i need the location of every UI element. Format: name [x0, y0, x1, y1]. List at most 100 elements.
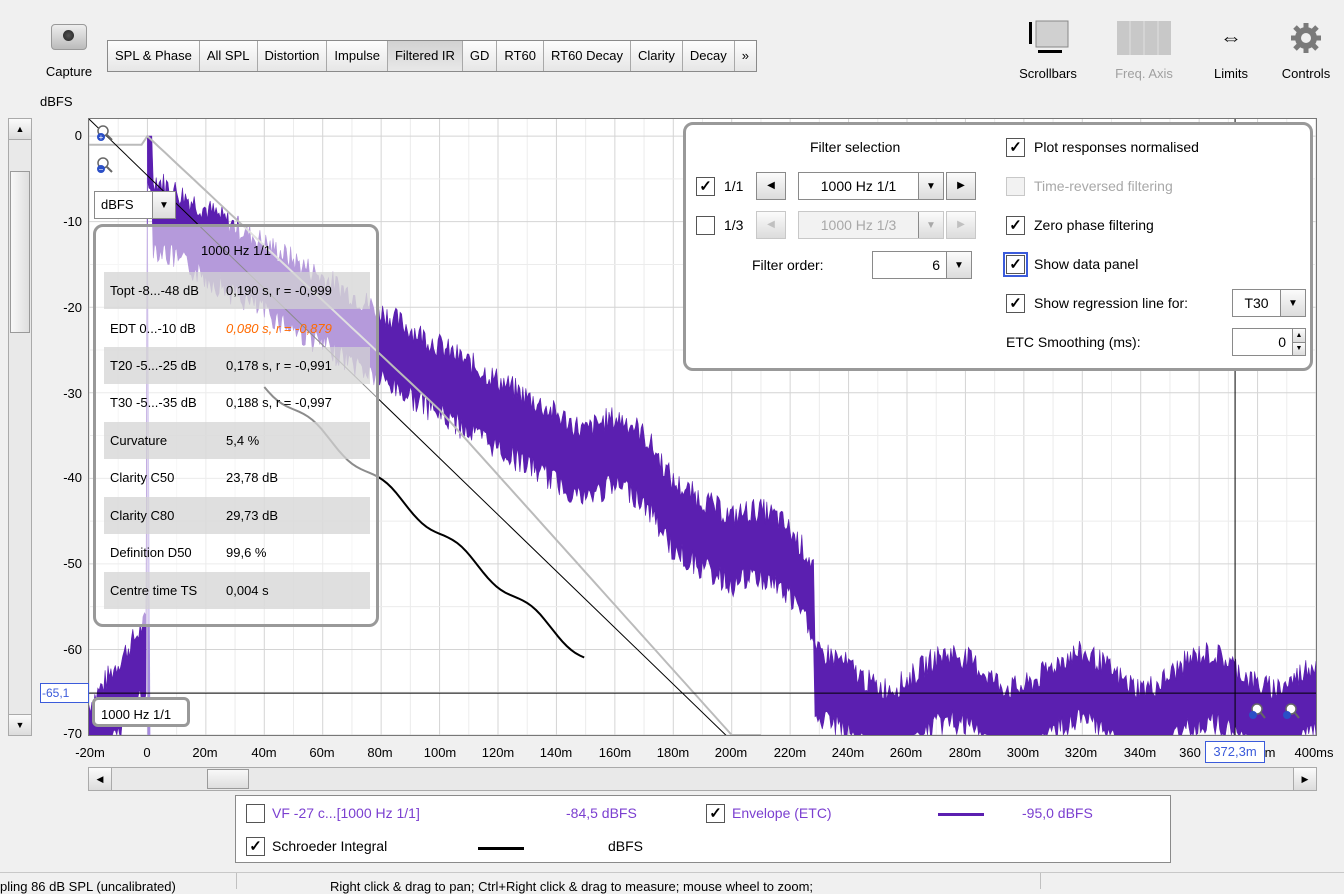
tab-distortion[interactable]: Distortion	[257, 41, 328, 71]
status-divider	[236, 873, 237, 889]
legend-vf-checkbox[interactable]	[246, 804, 265, 823]
data-row-name: Topt -8...-48 dB	[110, 283, 199, 298]
data-row-value: 23,78 dB	[226, 470, 279, 485]
cursor-x-readout: 372,3m	[1205, 741, 1265, 763]
tab-decay[interactable]: Decay	[682, 41, 735, 71]
y-tick: -40	[63, 470, 82, 485]
filter-order-label: Filter order:	[752, 257, 824, 273]
plot-normalised-checkbox[interactable]: ✓	[1006, 138, 1025, 157]
data-panel-title: 1000 Hz 1/1	[200, 243, 272, 258]
y-tick: -50	[63, 556, 82, 571]
legend-vf-label: VF -27 c...[1000 Hz 1/1]	[272, 805, 420, 821]
x-tick: 180m	[656, 745, 690, 760]
third-octave-checkbox[interactable]	[696, 216, 715, 235]
horizontal-scrollbar[interactable]: ◀ ▶	[88, 767, 1317, 791]
show-data-panel-checkbox[interactable]: ✓	[1003, 252, 1028, 277]
zoom-in-icon[interactable]	[1282, 702, 1300, 720]
tab-clarity[interactable]: Clarity	[631, 41, 683, 71]
x-tick: 220m	[773, 745, 807, 760]
zoom-in-icon[interactable]: +	[96, 124, 114, 142]
x-tick: 300m	[1006, 745, 1040, 760]
capture-button[interactable]: Capture	[40, 18, 98, 82]
etc-envelope-trace	[89, 135, 1316, 735]
data-row-name: T20 -5...-25 dB	[110, 358, 197, 373]
third-prev-button[interactable]: ◀	[756, 211, 786, 239]
chevron-down-icon[interactable]: ▼	[918, 173, 943, 199]
data-row-ts: Centre time TS 0,004 s	[104, 572, 370, 609]
limits-label: Limits	[1214, 66, 1248, 81]
octave-checkbox[interactable]: ✓	[696, 177, 715, 196]
show-regression-checkbox[interactable]: ✓	[1006, 294, 1025, 313]
regression-value: T30	[1244, 295, 1269, 311]
x-tick: 240m	[831, 745, 865, 760]
octave-filter-select[interactable]: 1000 Hz 1/1 ▼	[798, 172, 944, 200]
scrollbars-button[interactable]: Scrollbars	[1016, 18, 1080, 81]
legend-schroeder-checkbox[interactable]: ✓	[246, 837, 265, 856]
x-tick: 400ms	[1294, 745, 1334, 760]
tab-impulse[interactable]: Impulse	[327, 41, 388, 71]
x-tick: 60m	[309, 745, 335, 760]
legend-etc-checkbox[interactable]: ✓	[706, 804, 725, 823]
third-next-button[interactable]: ▶	[946, 211, 976, 239]
schroeder-integral-trace	[89, 134, 761, 735]
etc-smoothing-stepper[interactable]: 0 ▲ ▼	[1232, 328, 1306, 356]
tab-gd[interactable]: GD	[462, 41, 498, 71]
chevron-down-icon[interactable]: ▼	[918, 212, 943, 238]
chevron-down-icon[interactable]: ▼	[152, 192, 175, 218]
legend-schroeder-label: Schroeder Integral	[272, 838, 388, 854]
etc-smoothing-value: 0	[1278, 334, 1286, 350]
y-unit-select-value: dBFS	[101, 197, 134, 212]
tab-all-spl[interactable]: All SPL	[199, 41, 258, 71]
data-row-value: 99,6 %	[226, 545, 267, 560]
stepper-up-icon[interactable]: ▲	[1293, 329, 1305, 343]
limits-button[interactable]: ⇔ Limits	[1200, 18, 1262, 81]
data-row-topt: Topt -8...-48 dB 0,190 s, r = -0,999	[104, 272, 370, 309]
data-row-name: Centre time TS	[110, 583, 198, 598]
data-row-c80: Clarity C80 29,73 dB	[104, 497, 370, 534]
tab-rt60[interactable]: RT60	[497, 41, 544, 71]
y-tick: 0	[74, 128, 82, 143]
svg-text:+: +	[99, 133, 104, 142]
chevron-down-icon[interactable]: ▼	[946, 252, 971, 278]
octave-label: 1/1	[724, 178, 744, 194]
data-row-curvature: Curvature 5,4 %	[104, 422, 370, 459]
scroll-left-icon[interactable]: ◀	[89, 768, 112, 790]
time-reversed-label: Time-reversed filtering	[1034, 178, 1173, 194]
controls-button[interactable]: Controls	[1272, 18, 1340, 81]
vertical-scrollbar[interactable]: ▲ ▼	[8, 118, 32, 736]
status-bar: pling 86 dB SPL (uncalibrated) Right cli…	[0, 872, 1344, 894]
graph-tabs: SPL & Phase All SPL Distortion Impulse F…	[107, 40, 757, 72]
regression-select[interactable]: T30 ▼	[1232, 289, 1306, 317]
tab-spl-phase[interactable]: SPL & Phase	[108, 41, 200, 71]
horizontal-scroll-thumb[interactable]	[207, 769, 249, 789]
tab-rt60-decay[interactable]: RT60 Decay	[543, 41, 631, 71]
y-unit-select[interactable]: dBFS ▼	[94, 191, 176, 219]
zoom-out-icon[interactable]	[1248, 702, 1266, 720]
zoom-out-icon[interactable]: −	[96, 156, 114, 174]
time-reversed-checkbox[interactable]	[1006, 177, 1025, 196]
tab-more[interactable]: »	[734, 41, 756, 71]
status-divider	[1040, 873, 1041, 889]
scroll-up-icon[interactable]: ▲	[9, 119, 31, 140]
filter-order-select[interactable]: 6 ▼	[872, 251, 972, 279]
tab-filtered-ir[interactable]: Filtered IR	[387, 41, 463, 71]
octave-next-button[interactable]: ▶	[946, 172, 976, 200]
scroll-down-icon[interactable]: ▼	[9, 714, 31, 735]
octave-prev-button[interactable]: ◀	[756, 172, 786, 200]
legend-etc-value: -95,0 dBFS	[1022, 805, 1093, 821]
zero-phase-checkbox[interactable]: ✓	[1006, 216, 1025, 235]
x-tick: 0	[143, 745, 151, 760]
x-tick: 200m	[714, 745, 748, 760]
filter-selection-panel: Filter selection ✓ 1/1 ◀ 1000 Hz 1/1 ▼ ▶…	[683, 122, 1313, 371]
chevron-down-icon[interactable]: ▼	[1280, 290, 1305, 316]
third-octave-filter-select[interactable]: 1000 Hz 1/3 ▼	[798, 211, 944, 239]
vertical-scroll-thumb[interactable]	[10, 171, 30, 333]
x-tick: 260m	[889, 745, 923, 760]
legend-etc-label: Envelope (ETC)	[732, 805, 832, 821]
scroll-right-icon[interactable]: ▶	[1293, 768, 1316, 790]
show-regression-label: Show regression line for:	[1034, 295, 1189, 311]
freq-axis-button[interactable]: Freq. Axis	[1110, 18, 1178, 81]
stepper-down-icon[interactable]: ▼	[1293, 342, 1305, 355]
status-left: pling 86 dB SPL (uncalibrated)	[0, 879, 176, 894]
x-tick: 20m	[192, 745, 218, 760]
